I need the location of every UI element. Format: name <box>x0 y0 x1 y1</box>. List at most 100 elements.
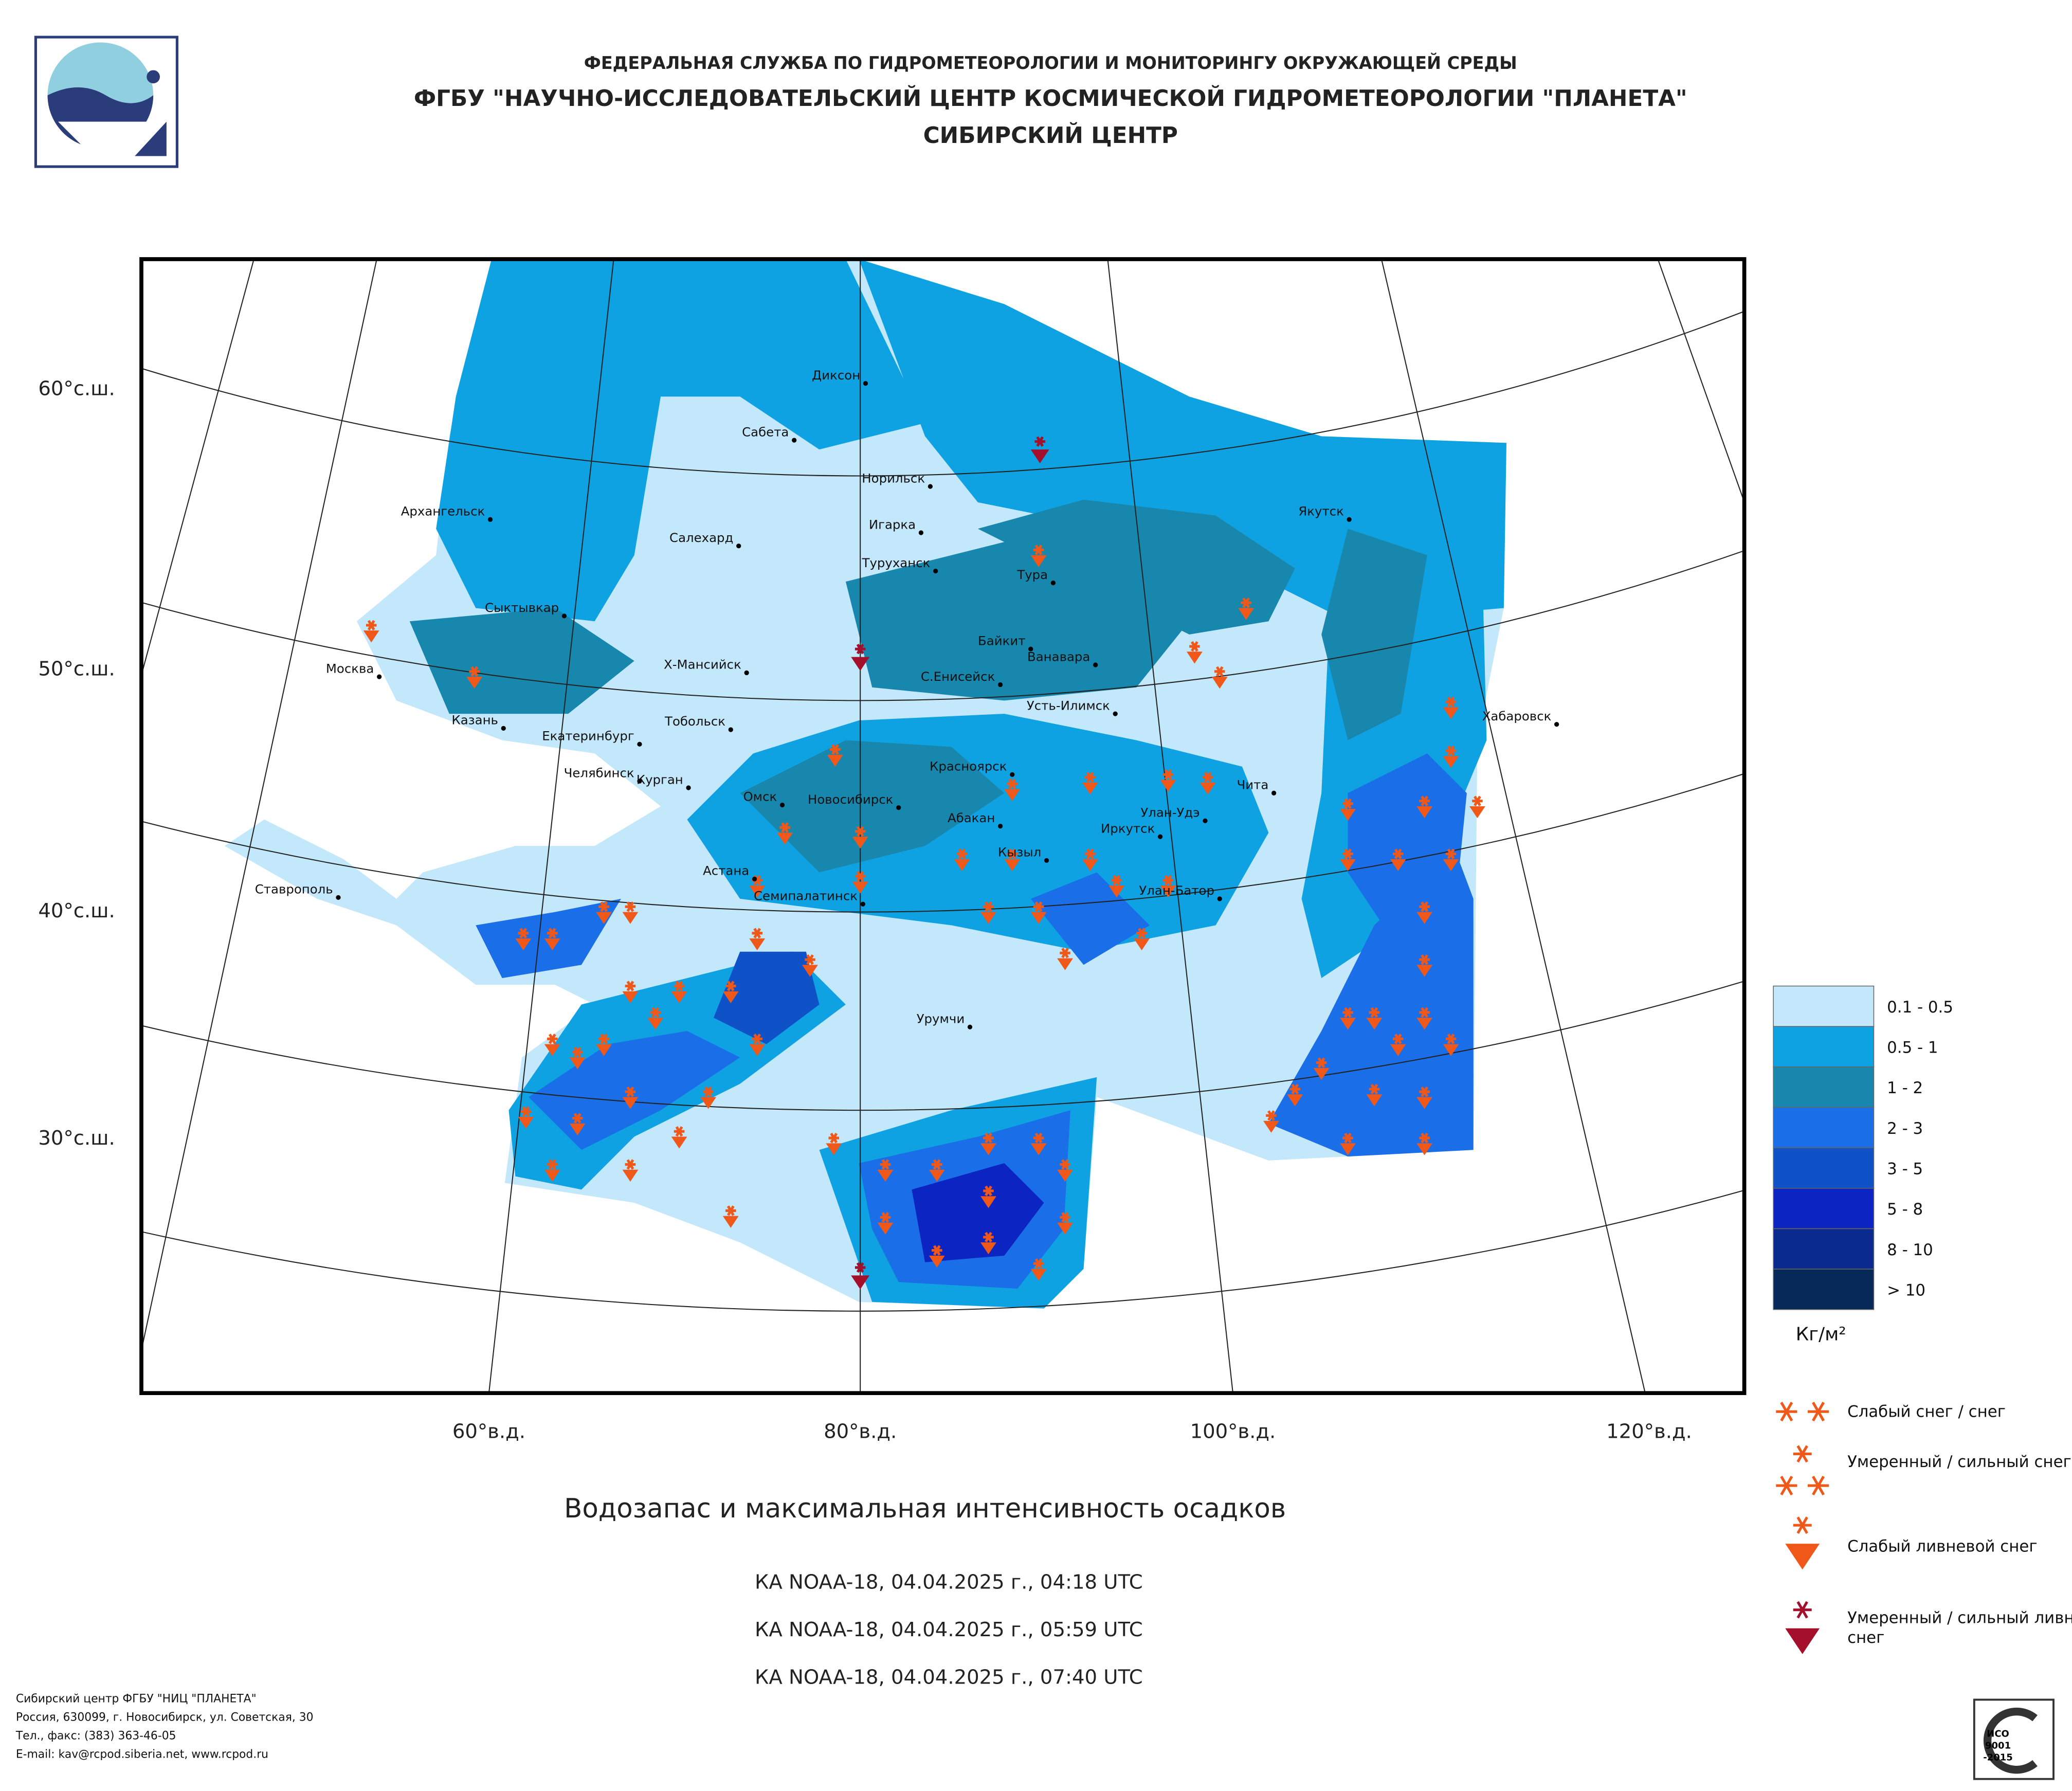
triangle <box>1443 859 1459 871</box>
weak-shower-snow-marker <box>980 1132 996 1155</box>
legend-symbol <box>1785 1516 1820 1570</box>
asterisk-stroke <box>1344 848 1352 859</box>
weak-shower-snow-marker <box>1160 875 1176 898</box>
longitude-label: 100°в.д. <box>1190 1420 1276 1443</box>
triangle <box>1199 782 1216 794</box>
weak-shower-snow-marker <box>1004 848 1021 871</box>
legend-label: 0.5 - 1 <box>1887 1039 1938 1057</box>
asterisk-stroke <box>1086 848 1094 859</box>
asterisk-stroke <box>367 620 375 631</box>
asterisk-stroke <box>573 1046 581 1058</box>
asterisk-stroke <box>626 1159 634 1170</box>
weak-shower-snow-marker <box>1340 848 1356 871</box>
city-dot <box>933 568 938 574</box>
city-label: Омск <box>743 789 777 804</box>
legend-label: 0.1 - 0.5 <box>1887 998 1953 1017</box>
asterisk-stroke <box>1061 1212 1069 1223</box>
legend-label: 3 - 5 <box>1887 1160 1923 1179</box>
triangle <box>518 1117 534 1129</box>
city-dot <box>918 530 924 535</box>
weak-shower-snow-marker <box>1313 1057 1330 1080</box>
cloud-area <box>1348 753 1467 952</box>
asterisk-stroke <box>1034 545 1043 555</box>
triangle <box>802 965 818 977</box>
weak-shower-snow-marker <box>1057 1159 1073 1182</box>
weak-shower-snow-marker <box>569 1113 586 1135</box>
asterisk-stroke <box>753 928 761 938</box>
triangle <box>1263 1120 1279 1133</box>
triangle <box>852 881 868 894</box>
asterisk-stroke <box>1796 1445 1808 1463</box>
triangle <box>544 1169 560 1182</box>
triangle <box>980 912 996 924</box>
legend-swatch <box>1773 1228 1875 1270</box>
city-dot <box>1217 896 1222 901</box>
triangle <box>1313 1068 1330 1080</box>
weak-shower-snow-marker <box>569 1046 586 1070</box>
weak-shower-snow-marker <box>622 1086 639 1109</box>
city-dot <box>1157 834 1163 839</box>
legend-swatch <box>1773 1147 1875 1189</box>
weak-shower-snow-marker <box>827 744 843 767</box>
city-dot <box>792 438 797 443</box>
precip-legend-label: Умеренный / сильный ливневой снег <box>1847 1608 2072 1647</box>
triangle <box>1416 1143 1433 1155</box>
triangle <box>1160 780 1176 792</box>
city-label: Екатеринбург <box>542 729 634 744</box>
asterisk-stroke <box>470 666 479 677</box>
weak-shower-snow-marker <box>1134 928 1150 951</box>
triangle <box>647 1018 664 1030</box>
header-center: СИБИРСКИЙ ЦЕНТР <box>923 121 1178 149</box>
triangle <box>1390 859 1406 871</box>
triangle <box>515 938 532 951</box>
city-dot <box>637 779 642 784</box>
triangle <box>1082 859 1098 871</box>
asterisk-stroke <box>548 928 556 938</box>
weak-shower-snow-marker <box>1366 1007 1383 1030</box>
city-dot <box>1044 858 1049 863</box>
city-dot <box>728 727 733 732</box>
strong-shower-snow-marker <box>851 643 870 671</box>
asterisk-stroke <box>1394 1034 1402 1044</box>
latitude-label: 60°с.ш. <box>38 377 115 401</box>
city-dot <box>1010 772 1015 777</box>
city-label: Абакан <box>948 810 995 825</box>
longitude-label: 60°в.д. <box>452 1420 525 1443</box>
asterisk-stroke <box>1812 1402 1825 1422</box>
city-label: Ставрополь <box>255 882 333 897</box>
triangle <box>1030 555 1047 567</box>
footer-line: E-mail: kav@rcpod.siberia.net, www.rcpod… <box>16 1748 268 1761</box>
city-label: Новосибирск <box>808 792 893 807</box>
weak-shower-snow-marker <box>1186 641 1203 664</box>
city-dot <box>1271 790 1277 795</box>
triangle <box>877 1222 894 1235</box>
weak-shower-snow-marker <box>980 1232 996 1255</box>
city-dot <box>779 802 785 808</box>
weak-shower-snow-marker <box>1082 772 1098 794</box>
triangle <box>749 938 766 951</box>
asterisk-stroke <box>1344 1007 1352 1018</box>
cloud-area <box>912 1163 1044 1262</box>
weak-shower-snow-marker <box>722 1205 739 1228</box>
asterisk-stroke <box>1061 948 1069 958</box>
weak-shower-snow-marker <box>1030 1258 1047 1281</box>
triangle <box>544 1044 560 1056</box>
asterisk-stroke <box>1796 1516 1808 1534</box>
weak-shower-snow-marker <box>954 848 970 871</box>
pass-info: КА NOAA-18, 04.04.2025 г., 07:40 UTC <box>755 1666 1143 1689</box>
weak-shower-snow-marker <box>777 822 793 845</box>
legend-swatch <box>1773 1066 1875 1108</box>
iso-text: -2015 <box>1983 1752 2013 1763</box>
latitude-label: 50°с.ш. <box>38 658 115 681</box>
meridian <box>141 259 377 1353</box>
weak-shower-snow-marker <box>647 1007 664 1030</box>
city-dot <box>336 895 341 900</box>
asterisk-stroke <box>726 1205 735 1216</box>
asterisk-stroke <box>1164 875 1172 886</box>
triangle <box>1340 809 1356 821</box>
triangle <box>1082 782 1098 794</box>
triangle <box>569 1057 586 1070</box>
triangle <box>1366 1018 1383 1030</box>
triangle <box>826 1143 842 1155</box>
weak-shower-snow-marker <box>877 1159 894 1182</box>
